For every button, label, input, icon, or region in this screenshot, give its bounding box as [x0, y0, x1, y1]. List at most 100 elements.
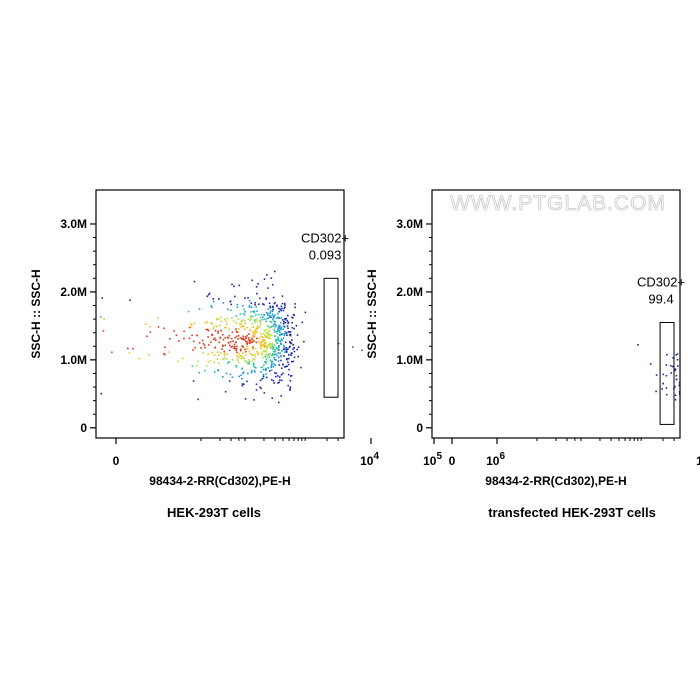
event-dot — [267, 354, 270, 356]
event-dot — [277, 349, 280, 351]
event-dot — [268, 315, 271, 317]
event-dot — [252, 310, 254, 313]
event-dot — [264, 345, 267, 347]
event-dot — [238, 284, 241, 287]
event-dot — [274, 323, 277, 325]
event-dot — [205, 328, 208, 331]
event-dot — [361, 349, 363, 352]
event-dot — [238, 355, 241, 357]
cd302-gate[interactable] — [659, 321, 675, 425]
event-dot — [263, 349, 265, 352]
event-dot — [288, 368, 290, 371]
event-dot — [223, 350, 225, 353]
event-dot — [218, 341, 220, 344]
event-dot — [280, 309, 282, 312]
event-dot — [218, 298, 220, 300]
event-dot — [248, 299, 251, 302]
event-dot — [243, 359, 246, 362]
event-dot — [272, 346, 275, 349]
event-dot — [247, 297, 249, 299]
flow-plot-hek293t: 01.0M2.0M3.0M 0 104 105 106 CD302+ 0.093 SS… — [29, 189, 505, 488]
event-dot — [222, 344, 224, 347]
event-dot — [250, 369, 253, 372]
event-dot — [277, 360, 280, 362]
event-dot — [270, 366, 272, 369]
event-dot — [263, 343, 265, 346]
y-axis-ticks: 0 1.0M 2.0M 3.0M — [396, 217, 432, 435]
event-dot — [277, 348, 279, 350]
event-dot — [188, 326, 191, 329]
event-dot — [263, 329, 266, 331]
event-dot — [207, 353, 210, 356]
event-dot — [223, 357, 225, 359]
event-dot — [265, 358, 268, 360]
y-axis-title: SSC-H :: SSC-H — [365, 269, 379, 358]
event-dot — [272, 315, 275, 317]
event-dot — [287, 373, 290, 376]
event-dot — [239, 337, 242, 339]
event-dot — [241, 319, 244, 321]
event-dot — [224, 318, 226, 321]
event-dot — [670, 372, 673, 374]
event-dot — [285, 332, 288, 334]
event-dot — [103, 318, 105, 320]
event-dot — [274, 353, 277, 355]
event-dot — [352, 346, 354, 348]
event-dot — [289, 342, 291, 344]
event-dot — [271, 343, 273, 346]
event-dot — [230, 346, 232, 348]
event-dot — [245, 337, 247, 339]
x-axis-title: 98434-2-RR(Cd302),PE-H — [149, 474, 290, 488]
x-tick-label: 106 — [486, 451, 505, 468]
event-dot — [247, 337, 250, 339]
event-dot — [300, 366, 302, 369]
event-dot — [269, 327, 271, 329]
event-dot — [242, 355, 244, 358]
event-dot — [244, 322, 246, 325]
event-dot — [289, 334, 292, 337]
event-dot — [284, 322, 287, 324]
event-dot — [259, 316, 262, 319]
event-dot — [271, 342, 274, 345]
event-dot — [204, 346, 206, 349]
event-dot — [244, 350, 247, 353]
event-dot — [237, 338, 239, 340]
event-dot — [193, 340, 195, 343]
event-dot — [272, 296, 275, 299]
event-dot — [244, 310, 246, 313]
cd302-gate[interactable] — [323, 277, 339, 398]
event-dot — [248, 361, 251, 363]
event-dot — [283, 320, 285, 323]
event-dot — [665, 374, 668, 377]
event-dot — [183, 330, 185, 333]
event-dot — [289, 379, 292, 382]
event-dot — [204, 369, 206, 372]
event-dot — [252, 358, 255, 360]
event-dot — [287, 321, 290, 324]
event-dot — [291, 326, 294, 329]
event-dot — [279, 325, 281, 327]
event-dot — [226, 317, 229, 320]
event-dot — [288, 331, 291, 333]
event-dot — [278, 346, 280, 349]
gate-label-percent: 99.4 — [648, 291, 673, 306]
x-tick-base: 10 — [486, 454, 500, 468]
event-dot — [217, 318, 220, 321]
event-dot — [129, 299, 131, 301]
event-dot — [256, 351, 258, 353]
event-dot — [273, 358, 276, 361]
event-dot — [282, 319, 284, 321]
x-tick-exponent: 4 — [373, 451, 379, 462]
event-dot — [223, 352, 226, 355]
event-dot — [249, 339, 252, 342]
event-dot — [233, 285, 235, 288]
event-dot — [286, 314, 289, 317]
event-dot — [229, 373, 232, 376]
event-dot — [260, 371, 262, 373]
event-dot — [280, 326, 283, 329]
event-dot — [222, 338, 225, 341]
event-dot — [235, 335, 238, 338]
event-dot — [233, 343, 236, 346]
event-dot — [267, 325, 269, 327]
event-dot — [250, 371, 253, 374]
